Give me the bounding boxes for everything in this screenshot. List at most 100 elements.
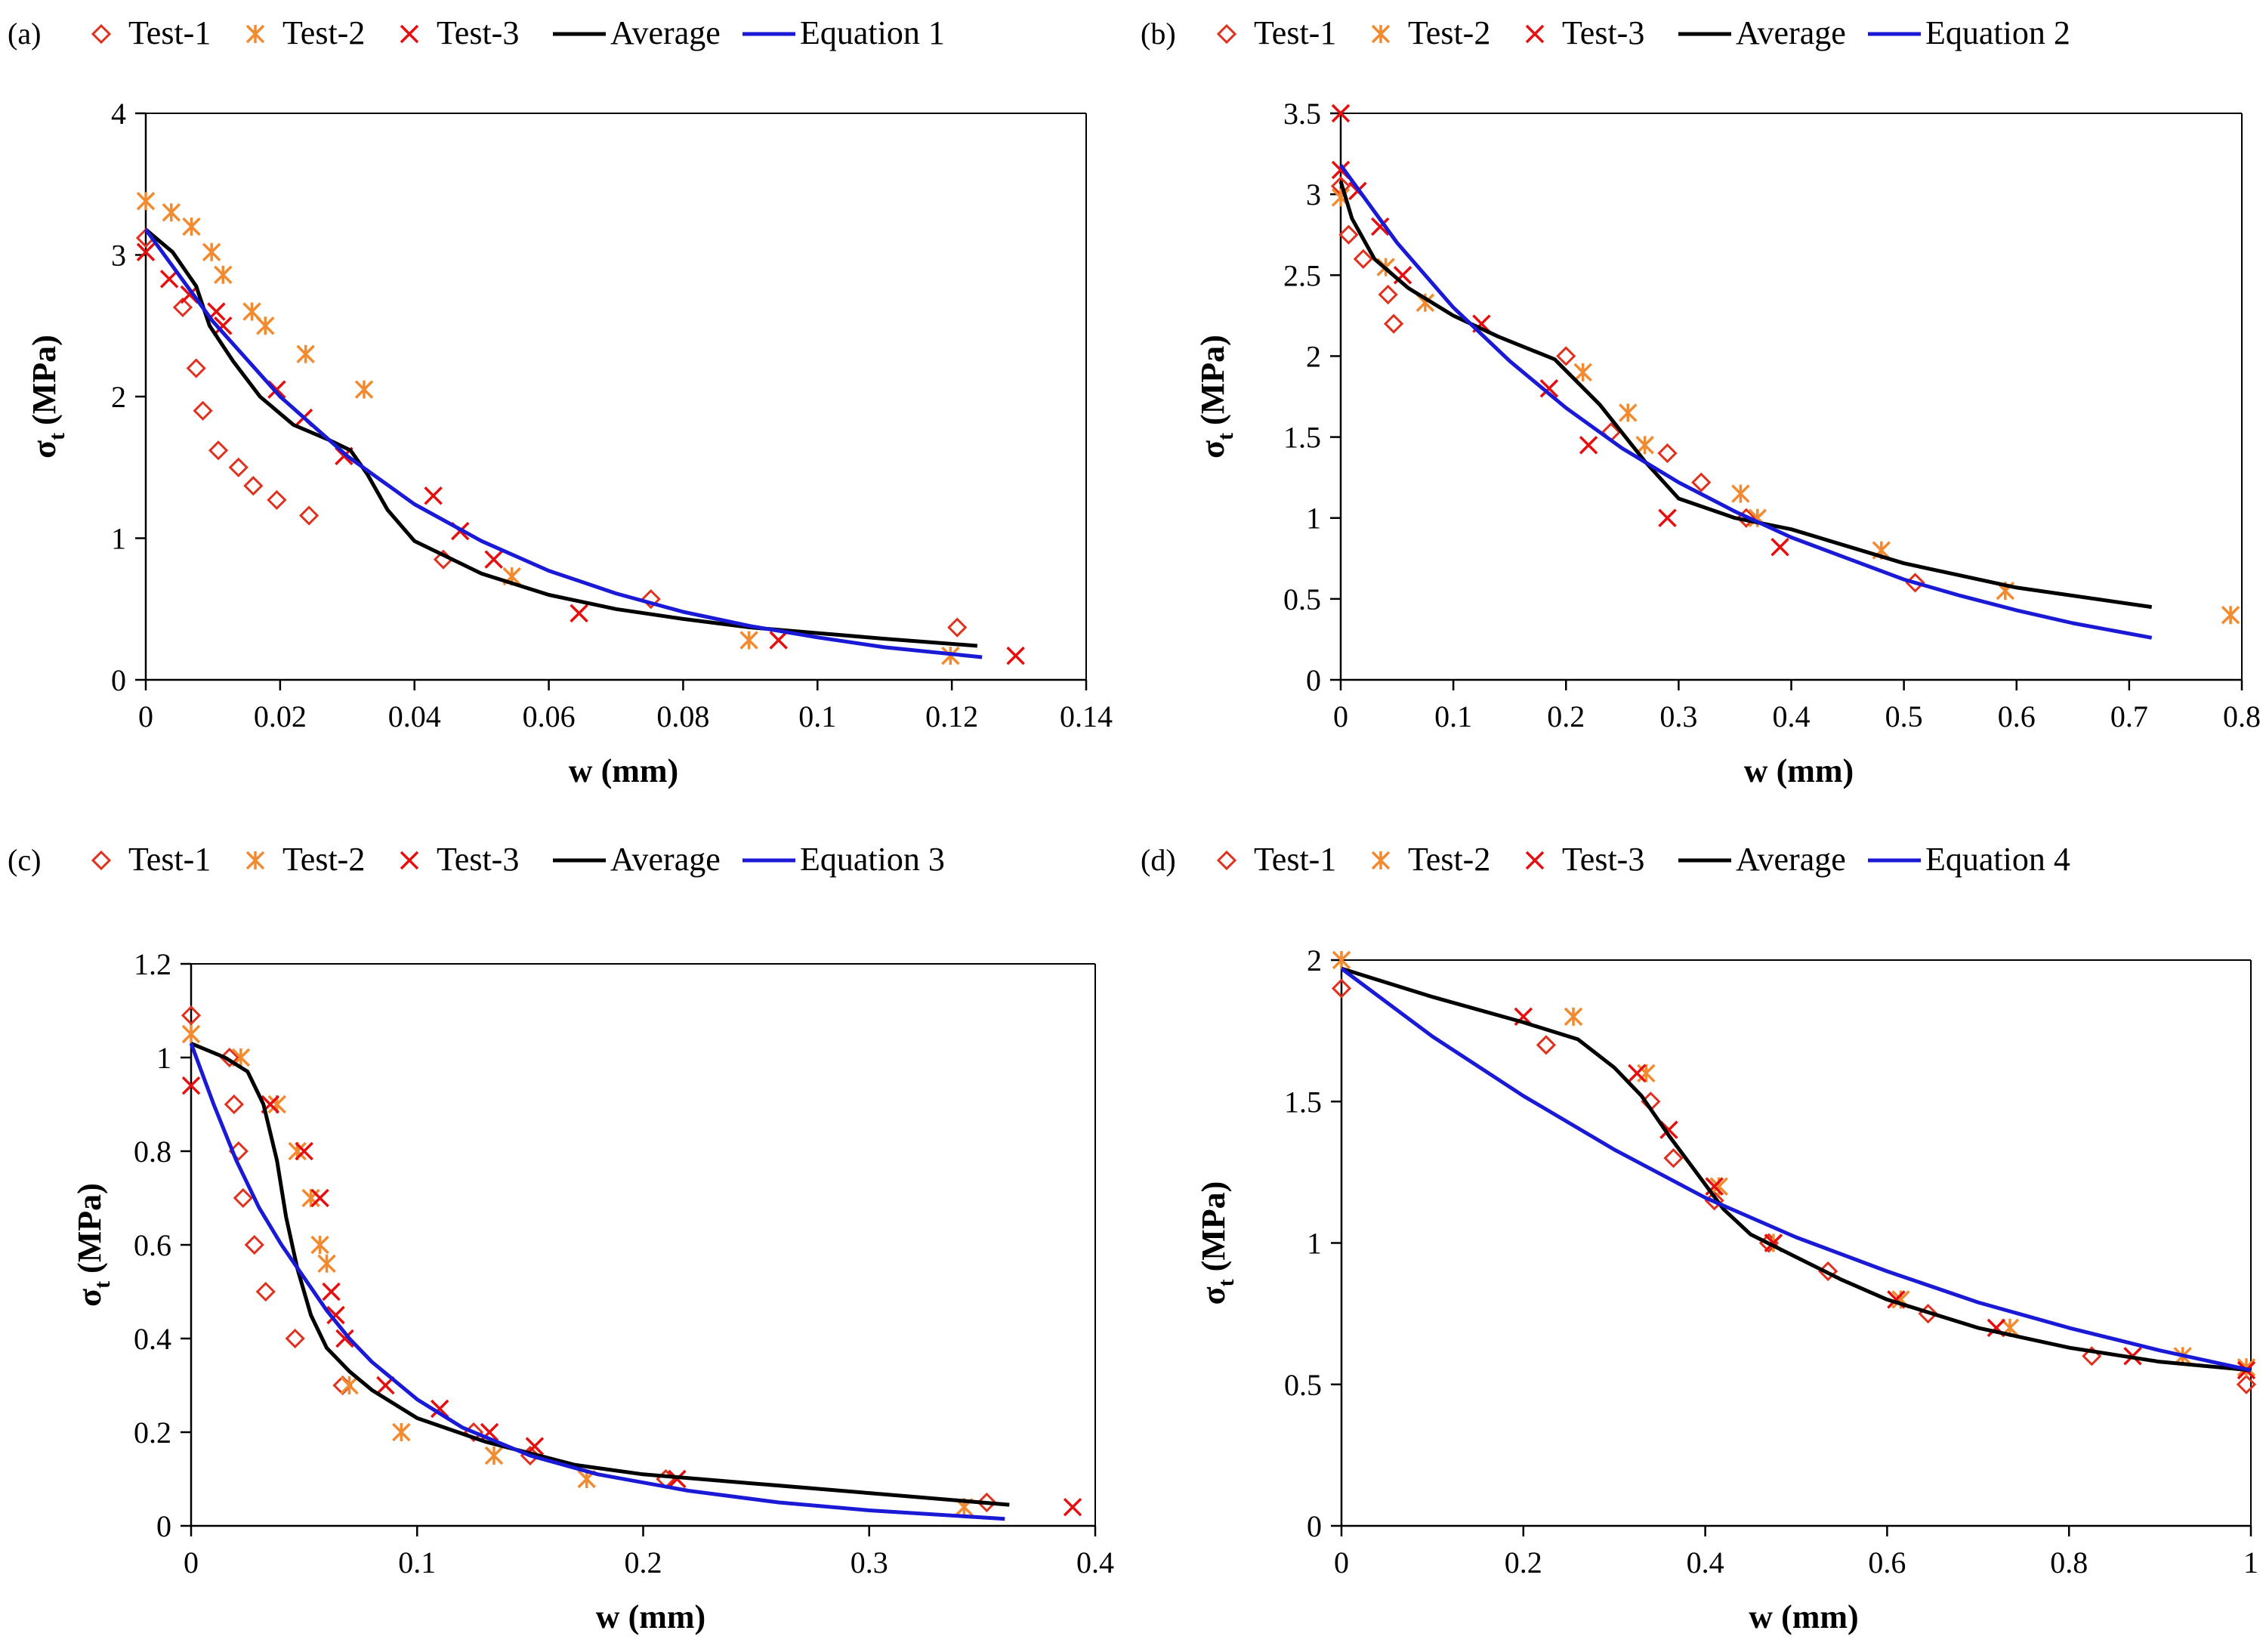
- data-point: [424, 486, 443, 505]
- data-point: [159, 270, 179, 289]
- x-tick-label: 0.7: [2110, 699, 2148, 733]
- data-point: [301, 1188, 320, 1208]
- data-point: [977, 1492, 997, 1513]
- data-point: [1383, 313, 1404, 334]
- y-tick-label: 1.2: [134, 947, 171, 981]
- series-line: [1341, 966, 2252, 1373]
- x-tick-label: 0.04: [388, 699, 441, 733]
- y-axis-label-subscript: t: [45, 433, 69, 440]
- y-tick-label: 0.2: [134, 1416, 171, 1450]
- legend-label-0: Test-1: [128, 14, 211, 51]
- y-axis-label-unit: (MPa): [1195, 1181, 1232, 1272]
- data-point: [1658, 508, 1677, 527]
- data-point: [214, 317, 233, 335]
- data-point: [1691, 472, 1712, 493]
- series-test-2: [136, 192, 960, 665]
- x-tick-label: 0.2: [1547, 699, 1585, 733]
- legend-label-2: Test-3: [437, 14, 519, 51]
- legend-label-1: Test-2: [282, 841, 365, 878]
- legend-marker-0: [1216, 23, 1237, 45]
- data-point: [947, 617, 968, 638]
- data-point: [214, 265, 233, 284]
- x-tick-label: 0: [138, 699, 153, 733]
- y-tick-label: 1.5: [1284, 1085, 1322, 1119]
- data-point: [181, 1005, 202, 1026]
- series-average: [144, 227, 978, 648]
- x-tick-label: 0.5: [1885, 699, 1923, 733]
- y-axis-label-subscript: t: [1214, 1279, 1239, 1286]
- y-tick-label: 3: [111, 239, 126, 273]
- y-axis-label-unit: (MPa): [71, 1183, 108, 1274]
- legend: Test-1 Test-2 Test-3 Average Equation 2: [1216, 14, 2070, 51]
- y-axis-label-symbol: σ: [71, 1289, 108, 1307]
- y-tick-label: 0.5: [1284, 1368, 1322, 1402]
- y-tick-label: 0.8: [134, 1135, 171, 1169]
- x-tick-label: 0.1: [398, 1545, 436, 1579]
- data-point: [1331, 103, 1351, 123]
- series-line: [189, 1042, 1005, 1521]
- series-test-2: [1331, 188, 2240, 625]
- y-tick-label: 0: [111, 663, 126, 697]
- data-point: [326, 1305, 345, 1325]
- legend-marker-1: [1371, 24, 1391, 44]
- panel-label: (b): [1141, 17, 1176, 51]
- data-point: [317, 1254, 336, 1274]
- y-tick-label: 2: [1306, 339, 1321, 373]
- data-point: [1370, 217, 1390, 236]
- data-point: [1731, 484, 1750, 503]
- y-tick-label: 2.5: [1283, 258, 1321, 292]
- legend-marker-1: [245, 24, 265, 44]
- x-axis-label: w (mm): [569, 752, 678, 789]
- data-point: [1338, 224, 1359, 245]
- data-point: [354, 380, 374, 399]
- x-tick-label: 0.4: [1076, 1545, 1114, 1579]
- data-point: [1564, 1007, 1583, 1027]
- data-point: [285, 1328, 305, 1349]
- y-tick-label: 3: [1306, 178, 1321, 212]
- legend-label-4: Equation 1: [800, 14, 945, 51]
- x-tick-label: 0.4: [1773, 699, 1811, 733]
- y-tick-label: 0: [1306, 663, 1321, 697]
- series-test-3: [181, 1076, 1082, 1517]
- data-point: [255, 1281, 276, 1302]
- panel-label: (d): [1141, 843, 1176, 877]
- series-test-2: [1332, 950, 2256, 1377]
- x-tick-label: 0.08: [656, 699, 709, 733]
- legend-marker-2: [400, 24, 419, 44]
- axes: 0 0.02 0.04 0.06 0.08 0.1 0.12 0.14 0 1 2 3 4: [111, 97, 1113, 733]
- data-point: [208, 440, 229, 461]
- y-tick-label: 1: [1307, 1227, 1322, 1261]
- y-axis-label: σt (MPa): [26, 335, 69, 459]
- y-tick-label: 2: [111, 380, 126, 414]
- series-test-3: [1331, 103, 1789, 557]
- x-tick-label: 0.02: [254, 699, 307, 733]
- series-line: [144, 228, 983, 659]
- legend-label-1: Test-2: [282, 14, 365, 51]
- data-point: [310, 1235, 329, 1255]
- x-tick-label: 1: [2243, 1545, 2258, 1579]
- data-point: [172, 297, 193, 317]
- legend-label-3: Average: [1736, 841, 1846, 878]
- legend-label-2: Test-3: [1562, 14, 1644, 51]
- y-tick-label: 3.5: [1283, 97, 1321, 131]
- data-point: [186, 358, 206, 378]
- legend-marker-2: [400, 851, 419, 870]
- data-point: [322, 1282, 341, 1302]
- series-line: [1338, 164, 2153, 640]
- chart-svg-d: (d) Test-1 Test-2 Test-3 Average Equation 40 0…: [1141, 841, 2258, 1635]
- data-point: [1573, 363, 1592, 382]
- data-point: [1331, 978, 1352, 999]
- data-point: [267, 489, 287, 510]
- data-point: [182, 217, 201, 236]
- data-point: [224, 1094, 244, 1115]
- legend: Test-1 Test-2 Test-3 Average Equation 3: [91, 841, 945, 878]
- data-point: [769, 631, 788, 650]
- series-average: [1341, 966, 2252, 1373]
- x-tick-label: 0.1: [798, 699, 836, 733]
- data-point: [1332, 950, 1351, 970]
- x-tick-label: 0.8: [2223, 699, 2261, 733]
- data-point: [295, 1141, 313, 1161]
- y-tick-label: 0: [156, 1509, 171, 1543]
- data-point: [136, 192, 156, 211]
- chart-svg-b: (b) Test-1 Test-2 Test-3 Average Equation 2 0 0…: [1141, 14, 2261, 789]
